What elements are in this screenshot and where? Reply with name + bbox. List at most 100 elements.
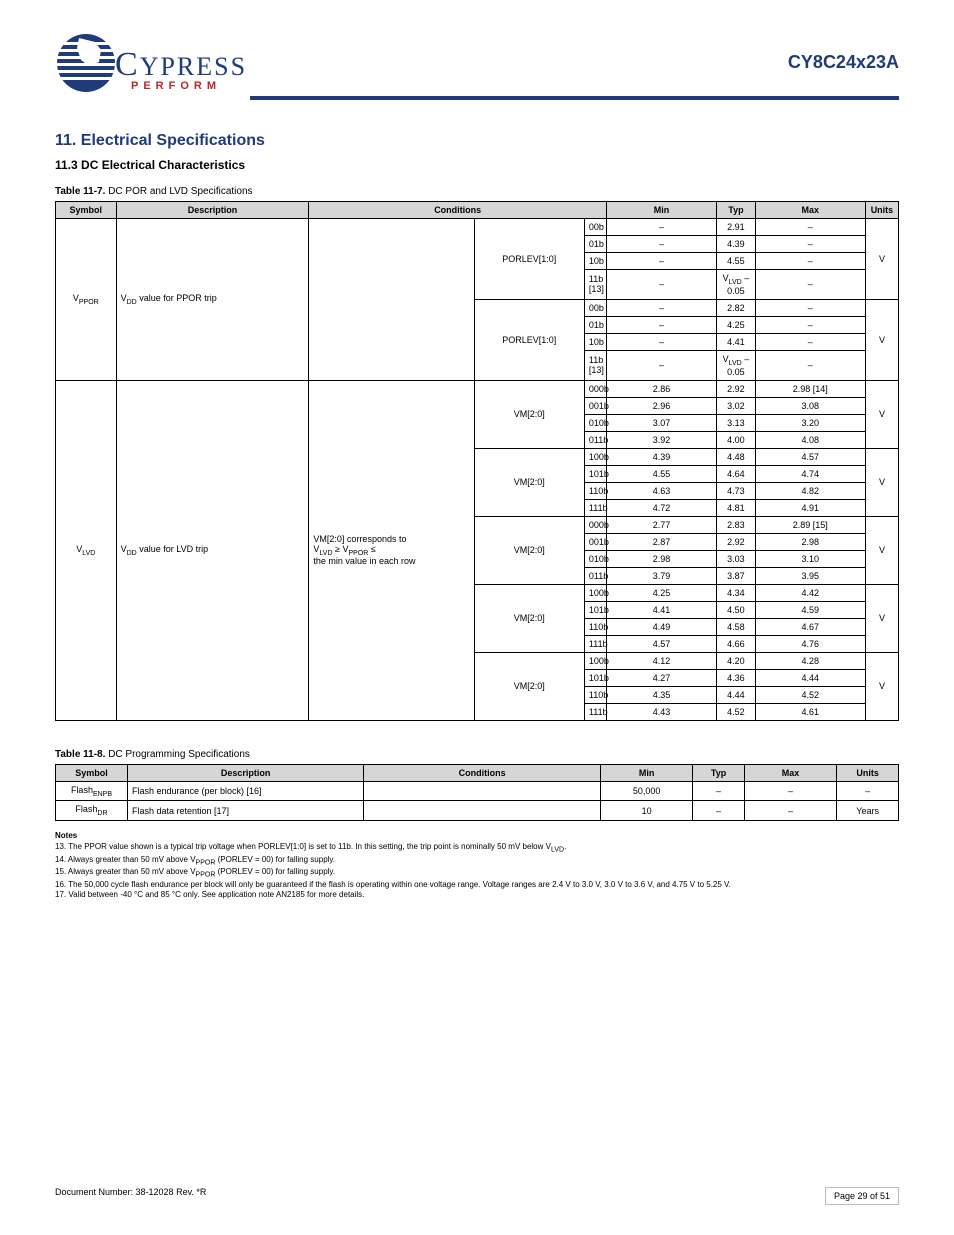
td-min: 4.35	[606, 686, 716, 703]
td-min: 4.55	[606, 465, 716, 482]
td-typ: 3.03	[717, 550, 756, 567]
td-typ: 4.52	[717, 703, 756, 720]
td-min: 2.77	[606, 516, 716, 533]
th-units: Units	[865, 202, 898, 219]
td-max: –	[755, 333, 865, 350]
td-cond-sub: VM[2:0]	[474, 516, 584, 584]
td-sub: 101b	[584, 601, 606, 618]
td-units: V	[865, 299, 898, 380]
td-typ: 4.81	[717, 499, 756, 516]
td-min: 3.07	[606, 414, 716, 431]
td-typ: 4.73	[717, 482, 756, 499]
td-min: 10	[600, 801, 693, 821]
td-min: 3.79	[606, 567, 716, 584]
td-sub: 011b	[584, 567, 606, 584]
logo: CYPRESS PERFORM	[55, 32, 235, 102]
td-typ: 4.36	[717, 669, 756, 686]
td-sub: 001b	[584, 533, 606, 550]
td-sub: 100b	[584, 448, 606, 465]
note-line: 16. The 50,000 cycle flash endurance per…	[55, 880, 899, 889]
th-symbol: Symbol	[56, 764, 128, 781]
td-min: 4.43	[606, 703, 716, 720]
td-typ: 2.91	[717, 219, 756, 236]
td-symbol: FlashDR	[56, 801, 128, 821]
td-min: 50,000	[600, 781, 693, 801]
td-sub: 000b	[584, 516, 606, 533]
table-11-8: Symbol Description Conditions Min Typ Ma…	[55, 764, 899, 822]
globe-icon	[55, 32, 117, 94]
th-min: Min	[600, 764, 693, 781]
td-max: 2.98 [14]	[755, 380, 865, 397]
td-min: –	[606, 253, 716, 270]
td-min: –	[606, 299, 716, 316]
td-sub: 10b	[584, 333, 606, 350]
td-cond-sub: PORLEV[1:0]	[474, 219, 584, 300]
td-max: –	[755, 219, 865, 236]
table-11-7: Symbol Description Conditions Min Typ Ma…	[55, 201, 899, 721]
td-max: 4.67	[755, 618, 865, 635]
td-typ: –	[693, 801, 744, 821]
td-sub: 001b	[584, 397, 606, 414]
td-cond-sub: VM[2:0]	[474, 652, 584, 720]
td-desc: VDD value for PPOR trip	[116, 219, 309, 381]
table-11-7-caption: Table 11-7. DC POR and LVD Specification…	[55, 186, 899, 197]
td-max: 4.52	[755, 686, 865, 703]
td-min: 4.27	[606, 669, 716, 686]
td-units: V	[865, 516, 898, 584]
header-rule	[250, 96, 899, 100]
td-min: –	[606, 350, 716, 380]
td-desc: Flash data retention [17]	[127, 801, 363, 821]
note-line: 15. Always greater than 50 mV above VPPO…	[55, 867, 899, 879]
td-desc: Flash endurance (per block) [16]	[127, 781, 363, 801]
td-sub: 111b	[584, 703, 606, 720]
td-max: 4.28	[755, 652, 865, 669]
td-typ: 4.44	[717, 686, 756, 703]
td-sub: 100b	[584, 584, 606, 601]
td-units: V	[865, 448, 898, 516]
td-max: 4.44	[755, 669, 865, 686]
td-max: 4.61	[755, 703, 865, 720]
td-typ: 3.02	[717, 397, 756, 414]
td-typ: 2.92	[717, 533, 756, 550]
td-max: 4.57	[755, 448, 865, 465]
td-cond-sub: VM[2:0]	[474, 448, 584, 516]
td-sub: 00b	[584, 299, 606, 316]
td-max: –	[744, 781, 837, 801]
td-sub: 01b	[584, 236, 606, 253]
td-desc: VDD value for LVD trip	[116, 380, 309, 720]
th-typ: Typ	[717, 202, 756, 219]
td-units: V	[865, 219, 898, 300]
td-units: V	[865, 652, 898, 720]
th-max: Max	[744, 764, 837, 781]
td-symbol: VLVD	[56, 380, 117, 720]
td-typ: 3.87	[717, 567, 756, 584]
th-units: Units	[837, 764, 899, 781]
td-max: 4.91	[755, 499, 865, 516]
td-cond: VM[2:0] corresponds toVLVD ≥ VPPOR ≤the …	[309, 380, 474, 720]
td-typ: 4.64	[717, 465, 756, 482]
td-max: 2.89 [15]	[755, 516, 865, 533]
td-min: 3.92	[606, 431, 716, 448]
td-typ: 4.58	[717, 618, 756, 635]
product-name: CY8C24x23A	[235, 32, 899, 73]
th-conditions: Conditions	[364, 764, 600, 781]
td-typ: 4.20	[717, 652, 756, 669]
td-typ: 4.00	[717, 431, 756, 448]
td-sub: 101b	[584, 465, 606, 482]
td-max: 3.08	[755, 397, 865, 414]
td-sub: 111b	[584, 499, 606, 516]
td-sub: 010b	[584, 414, 606, 431]
td-sub: 110b	[584, 482, 606, 499]
td-typ: 3.13	[717, 414, 756, 431]
td-min: –	[606, 219, 716, 236]
td-max: –	[755, 253, 865, 270]
td-max: –	[755, 236, 865, 253]
th-description: Description	[116, 202, 309, 219]
td-cond	[364, 801, 600, 821]
footer: Document Number: 38-12028 Rev. *R Page 2…	[55, 1187, 899, 1205]
note-line: 13. The PPOR value shown is a typical tr…	[55, 842, 899, 854]
th-symbol: Symbol	[56, 202, 117, 219]
td-max: –	[755, 350, 865, 380]
td-typ: 4.39	[717, 236, 756, 253]
notes: Notes 13. The PPOR value shown is a typi…	[55, 831, 899, 899]
